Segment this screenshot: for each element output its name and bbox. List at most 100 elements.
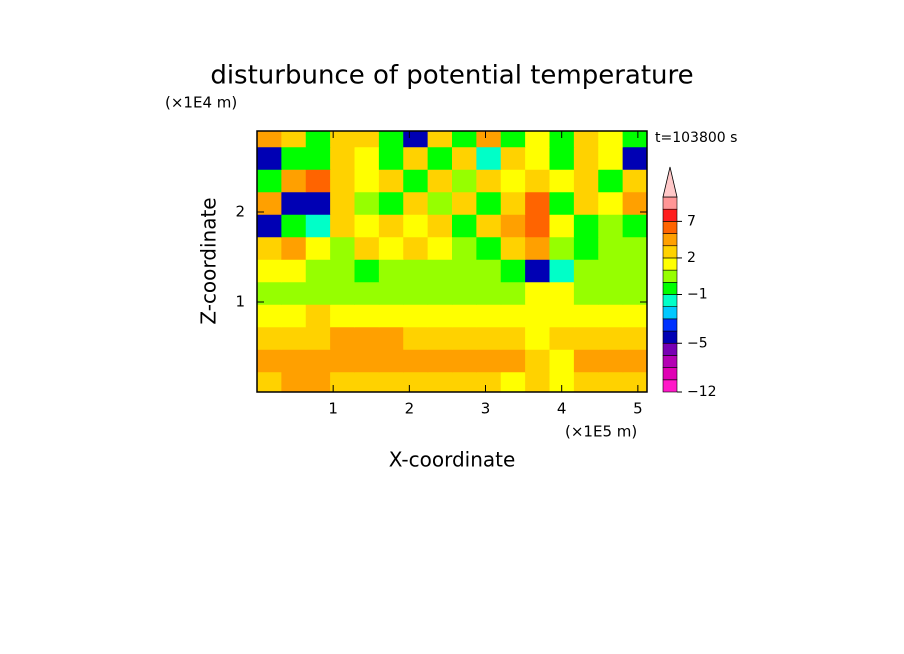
contour-cell [622, 169, 648, 193]
contour-cell [500, 281, 526, 305]
contour-cell [330, 236, 355, 260]
contour-cell [403, 146, 429, 170]
contour-cell [549, 281, 575, 305]
contour-cell [354, 326, 380, 350]
contour-cell [525, 236, 550, 260]
contour-cell [622, 131, 648, 148]
contour-cell [281, 326, 307, 350]
contour-cell [598, 131, 624, 148]
contour-cell [452, 191, 477, 215]
x-tick-label: 2 [405, 400, 415, 418]
contour-cell [354, 281, 380, 305]
contour-cell [476, 326, 502, 350]
contour-cell [305, 304, 331, 328]
contour-cell [330, 259, 355, 283]
contour-cell [330, 214, 355, 238]
contour-cell [403, 191, 429, 215]
chart-title: disturbunce of potential temperature [210, 61, 693, 91]
contour-cell [378, 236, 404, 260]
contour-cell [549, 214, 575, 238]
contour-cell [476, 371, 502, 393]
contour-cell [525, 349, 550, 373]
contour-cell [622, 281, 648, 305]
contour-cell [549, 191, 575, 215]
contour-cell [403, 214, 429, 238]
contour-cell [573, 191, 599, 215]
contour-cell [622, 146, 648, 170]
contour-cell [330, 281, 355, 305]
contour-cell [476, 214, 502, 238]
contour-cell [354, 259, 380, 283]
contour-cell [525, 281, 550, 305]
contour-cell [598, 349, 624, 373]
colorbar-tick-label: 2 [687, 250, 696, 266]
colorbar-tick-label: 7 [687, 213, 696, 229]
contour-cell [281, 131, 307, 148]
colorbar-segment [662, 245, 678, 259]
contour-cell [452, 146, 477, 170]
contour-cell [281, 349, 307, 373]
contour-cell [354, 349, 380, 373]
colorbar-segment [662, 355, 678, 368]
contour-cell [257, 349, 282, 373]
contour-cell [500, 146, 526, 170]
colorbar-segment [662, 342, 678, 356]
contour-cell [403, 326, 429, 350]
contour-cell [403, 304, 429, 328]
contour-cell [549, 326, 575, 350]
contour-cell [598, 326, 624, 350]
contour-cell [525, 191, 550, 215]
contour-cell [378, 281, 404, 305]
contour-cell [476, 146, 502, 170]
contour-cell [476, 131, 502, 148]
contour-cell [257, 146, 282, 170]
contour-cell [598, 146, 624, 170]
contour-cell [257, 214, 282, 238]
colorbar-tick-label: −12 [687, 384, 717, 400]
contour-cell [378, 349, 404, 373]
contour-cell [257, 259, 282, 283]
contour-cell [281, 236, 307, 260]
contour-cell [500, 326, 526, 350]
contour-cell [354, 169, 380, 193]
contour-cell [305, 259, 331, 283]
contour-cell [257, 131, 282, 148]
contour-cell [452, 259, 477, 283]
contour-cell [403, 371, 429, 393]
colorbar-segment [662, 318, 678, 332]
contour-cell [622, 326, 648, 350]
contour-cell [573, 371, 599, 393]
x-tick-label: 3 [481, 400, 491, 418]
contour-cell [305, 191, 331, 215]
contour-cell [330, 191, 355, 215]
contour-cell [525, 304, 550, 328]
contour-cell [281, 259, 307, 283]
field [257, 131, 648, 393]
colorbar-segment [662, 257, 678, 271]
contour-cell [573, 131, 599, 148]
colorbar-tick-label: −1 [687, 287, 708, 303]
contour-cell [354, 236, 380, 260]
contour-cell [525, 326, 550, 350]
contour-cell [598, 304, 624, 328]
contour-cell [500, 214, 526, 238]
contour-cell [476, 191, 502, 215]
contour-cell [500, 371, 526, 393]
contour-cell [257, 304, 282, 328]
contour-cell [549, 304, 575, 328]
contour-cell [403, 236, 429, 260]
contour-cell [500, 169, 526, 193]
contour-cell [403, 349, 429, 373]
contour-cell [257, 371, 282, 393]
contour-cell [598, 191, 624, 215]
contour-cell [378, 304, 404, 328]
contour-cell [403, 281, 429, 305]
contour-cell [257, 169, 282, 193]
colorbar-segment [662, 330, 678, 344]
contour-cell [427, 349, 453, 373]
contour-cell [305, 214, 331, 238]
contour-cell [476, 259, 502, 283]
contour-cell [427, 281, 453, 305]
contour-cell [622, 304, 648, 328]
